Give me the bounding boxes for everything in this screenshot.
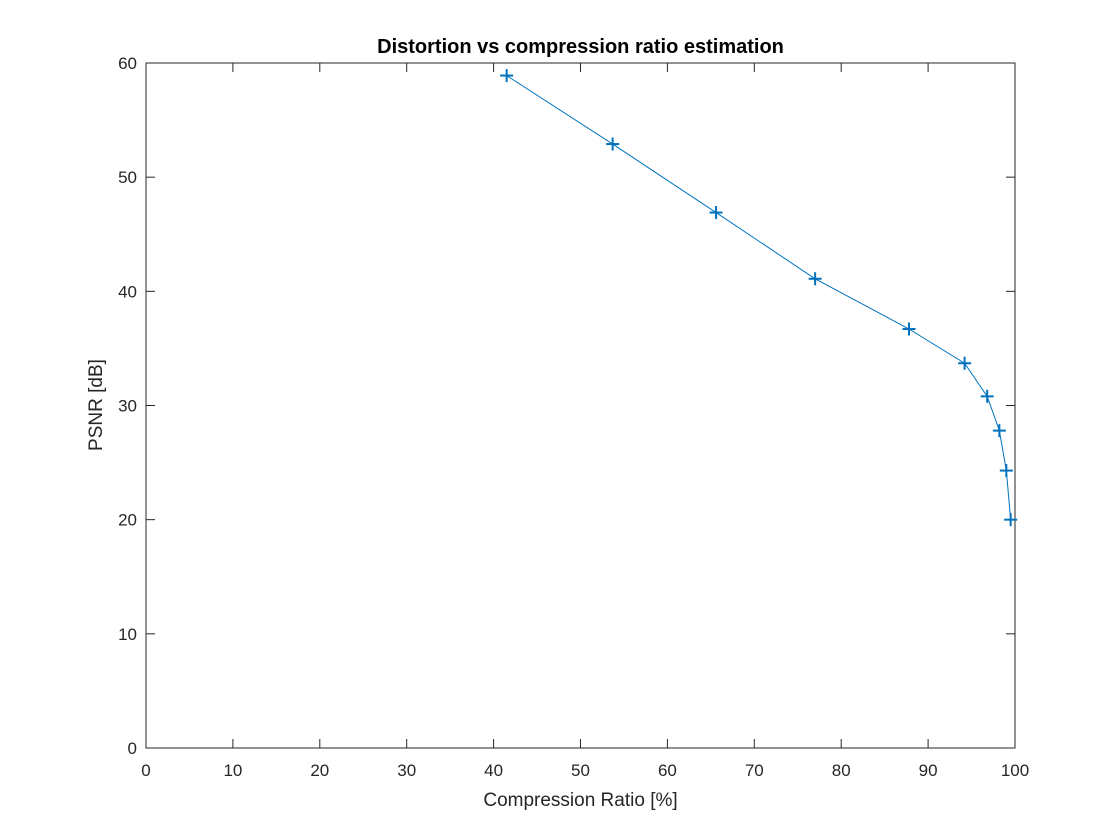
x-tick-label: 80 xyxy=(832,761,851,780)
y-tick-label: 0 xyxy=(128,739,137,758)
x-tick-label: 40 xyxy=(484,761,503,780)
x-tick-label: 60 xyxy=(658,761,677,780)
x-tick-label: 70 xyxy=(745,761,764,780)
series-line xyxy=(506,75,1012,520)
x-tick-label: 30 xyxy=(397,761,416,780)
x-tick-label: 0 xyxy=(141,761,150,780)
y-tick-label: 60 xyxy=(118,54,137,73)
data-point-marker xyxy=(1004,513,1018,527)
y-axis: 0 10 20 30 40 50 60 xyxy=(118,54,1015,758)
data-point-marker xyxy=(500,69,514,83)
data-point-marker xyxy=(992,424,1006,438)
y-tick-label: 10 xyxy=(118,625,137,644)
y-tick-label: 40 xyxy=(118,282,137,301)
x-tick-label: 100 xyxy=(1001,761,1029,780)
x-tick-label: 10 xyxy=(223,761,242,780)
y-tick-label: 30 xyxy=(118,397,137,416)
x-tick-label: 50 xyxy=(571,761,590,780)
chart-title: Distortion vs compression ratio estimati… xyxy=(377,36,784,58)
data-point-marker xyxy=(958,356,972,370)
y-tick-label: 20 xyxy=(118,511,137,530)
x-axis: 0 10 20 30 40 50 60 70 80 90 100 xyxy=(141,63,1029,780)
x-tick-label: 20 xyxy=(310,761,329,780)
y-axis-label: PSNR [dB] xyxy=(86,359,107,451)
x-axis-label: Compression Ratio [%] xyxy=(483,790,677,811)
data-point-marker xyxy=(902,322,916,336)
data-point-marker xyxy=(606,137,620,151)
data-markers xyxy=(500,69,1018,527)
data-point-marker xyxy=(808,272,822,286)
x-tick-label: 90 xyxy=(919,761,938,780)
data-point-marker xyxy=(709,206,723,220)
y-tick-label: 50 xyxy=(118,168,137,187)
data-point-marker xyxy=(980,389,994,403)
plot-area xyxy=(145,62,1016,749)
data-point-marker xyxy=(999,464,1013,478)
